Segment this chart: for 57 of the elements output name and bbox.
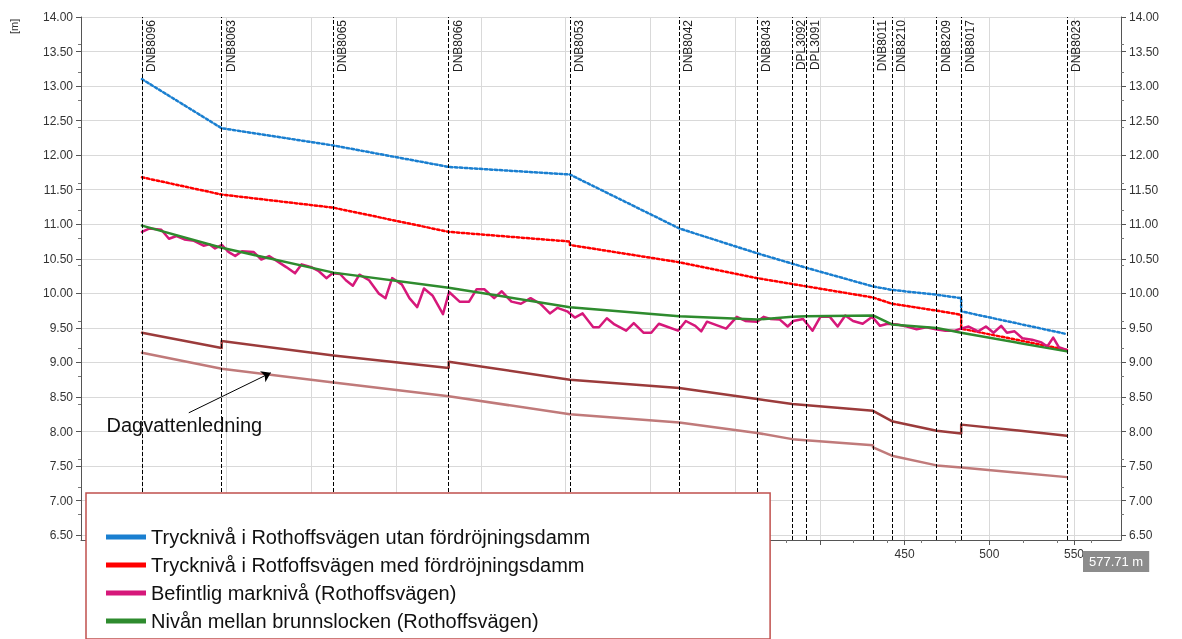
y-tick-label: 14.00 [42,10,74,24]
y-axis-title: [m] [7,18,20,34]
y2-tick-label: 7.50 [1129,459,1153,474]
y-tick-label: 8.50 [49,389,74,404]
y-tick-label: 8.00 [49,424,74,439]
y2-tick-label: 7.00 [1129,493,1153,508]
line-series [140,77,1069,336]
y-tick-label: 7.50 [49,459,74,474]
y2-tick-label: 13.00 [1129,79,1160,94]
legend-label: Trycknivå i Rotfoffsvägen med fördröjningsdamm [151,554,585,576]
y2-tick-label: 11.50 [1129,182,1159,197]
ref-line-label: DNB8042 [681,19,696,73]
y-tick-label: 13.00 [42,79,74,94]
y2-tick-label: 10.50 [1129,251,1160,266]
ref-line-label: DPL3091 [808,19,823,71]
ref-line-label: DNB8023 [1068,19,1083,73]
y-tick-label: 6.50 [49,528,74,543]
ref-line-label: DNB8053 [571,19,586,73]
y2-tick-label: 10.00 [1129,286,1160,301]
ref-line-label: DNB8063 [223,19,238,73]
y2-tick-label: 8.00 [1129,424,1153,439]
y2-tick-label: 8.50 [1129,389,1153,404]
y-tick-label: 12.50 [42,113,74,128]
y-tick-label: 9.00 [49,355,74,370]
y-tick-label: 11.50 [43,182,74,197]
text: 577.71 m [1089,554,1144,569]
legend-label: Befintlig marknivå (Rothoffsvägen) [151,582,457,604]
y-tick-label: 10.50 [42,251,74,266]
y2-tick-label: 12.50 [1129,113,1160,128]
y-tick-label: 7.00 [49,493,74,508]
legend-label: Trycknivå i Rothoffsvägen utan fördröjningsdamm [151,526,591,548]
ref-line-label: DNB8096 [144,19,159,73]
y2-tick-label: 11.00 [1129,217,1159,232]
ref-line-label: DPL3092 [794,19,809,71]
y2-tick-label: 12.00 [1129,148,1160,163]
ref-line-label: DNB8017 [963,19,978,73]
ref-line-label: DNB8066 [450,19,465,73]
ref-line-label: DNB8011 [875,19,890,72]
ref-line-label: DNB8043 [759,19,774,73]
y2-tick-label: 9.00 [1129,355,1153,370]
annotation: Dagvattenledning [106,414,263,436]
x-tick-label: 500 [979,547,1000,561]
ref-line-label: DNB8065 [335,19,350,73]
y2-tick-label: 14.00 [1129,10,1160,24]
ref-line-label: DNB8210 [893,19,908,73]
y-tick-label: 10.00 [42,286,74,301]
ref-line-label: DNB8209 [938,19,953,73]
x-tick-label: 450 [894,547,915,561]
y2-tick-label: 9.50 [1129,320,1153,335]
y-tick-label: 13.50 [42,44,74,59]
legend-label: Nivån mellan brunnslocken (Rothoffsvägen) [151,610,539,632]
y-tick-label: 11.00 [43,217,74,232]
y2-tick-label: 6.50 [1129,528,1153,543]
y-tick-label: 12.00 [42,148,74,163]
y-tick-label: 9.50 [49,320,74,335]
x-tick-label: 550 [1064,547,1085,561]
y2-tick-label: 13.50 [1129,44,1160,59]
